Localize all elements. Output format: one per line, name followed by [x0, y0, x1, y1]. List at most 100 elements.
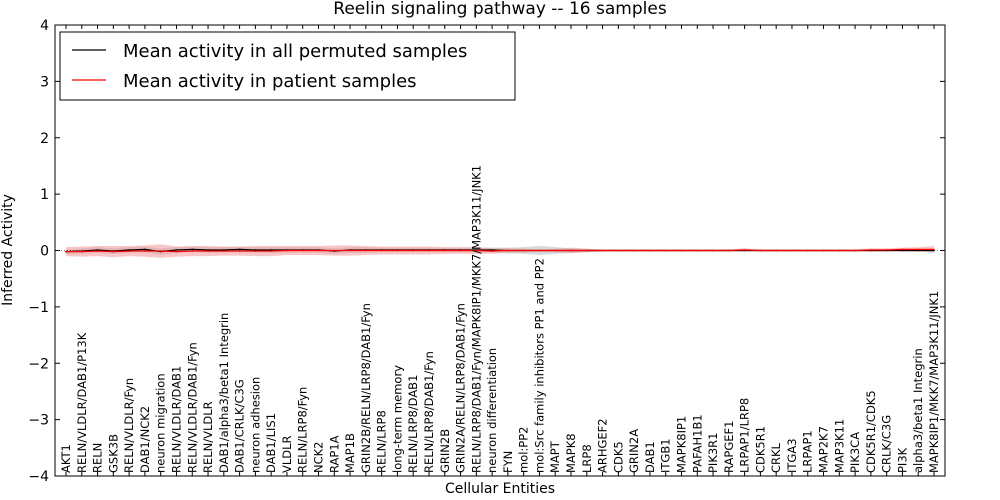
- point-mean-activity-in-patient-samples-grin2a: [633, 249, 635, 252]
- point-mean-activity-in-patient-samples-reln-lrp8-dab1: [412, 249, 415, 252]
- y-tick-label: 3: [40, 74, 49, 90]
- x-tick-label-rapgef1: RAPGEF1: [722, 421, 736, 473]
- point-mean-activity-in-patient-samples-itga3: [791, 249, 793, 252]
- point-mean-activity-in-patient-samples-dab1-alpha3-beta1-integrin: [223, 250, 225, 252]
- x-tick-label-cdk5: CDK5: [611, 441, 625, 473]
- x-tick-label-reln-vldlr-dab1-fyn: RELN/VLDLR/DAB1/Fyn: [185, 342, 199, 473]
- x-tick-label-dab1-lis1: DAB1/LIS1: [264, 413, 278, 473]
- x-tick-label-map2k7: MAP2K7: [817, 426, 831, 473]
- legend: Mean activity in all permuted samples Me…: [59, 31, 516, 101]
- x-tick-label-reln-lrp8-dab1-fyn-mapk8ip1-mkk7-map3k11-jnk1: RELN/LRP8/DAB1/Fyn/MAPK8IP1/MKK7/MAP3K11…: [469, 165, 483, 473]
- x-tick-label-reln-lrp8: RELN/LRP8: [375, 410, 389, 473]
- x-tick-label-alpha3-beta1-integrin: alpha3/beta1 Integrin: [911, 348, 925, 473]
- point-mean-activity-in-all-permuted-samples-pi3k: [901, 249, 904, 252]
- y-tick-label: 2: [40, 131, 49, 147]
- x-tick-label-reln-lrp8-dab1-fyn: RELN/LRP8/DAB1/Fyn: [422, 351, 436, 473]
- point-mean-activity-in-all-permuted-samples-dab1-alpha3-beta1-integrin: [223, 249, 225, 251]
- y-tick-label: 1: [40, 187, 49, 203]
- x-tick-label-mapk8ip1: MAPK8IP1: [674, 416, 688, 473]
- x-tick-label-map1b: MAP1B: [343, 433, 357, 473]
- point-mean-activity-in-patient-samples-alpha3-beta1-integrin: [917, 248, 920, 251]
- x-tick-label-grin2a: GRIN2A: [627, 429, 641, 473]
- point-mean-activity-in-patient-samples-grin2b-reln-lrp8-dab1-fyn: [365, 249, 367, 252]
- x-tick-label-pafah1b1: PAFAH1B1: [690, 414, 704, 473]
- point-mean-activity-in-patient-samples-reln: [96, 250, 99, 252]
- x-tick-label-neuron-migration: neuron migration: [154, 373, 168, 473]
- point-mean-activity-in-all-permuted-samples-alpha3-beta1-integrin: [917, 249, 920, 252]
- legend-box: [59, 31, 516, 101]
- series-lines: [55, 248, 945, 253]
- point-mean-activity-in-all-permuted-samples-dab1-crlk-c3g: [238, 248, 241, 251]
- x-tick-label-crkl: CRKL: [769, 442, 783, 473]
- point-mean-activity-in-patient-samples-reln-vldlr-fyn: [128, 250, 130, 252]
- point-mean-activity-in-patient-samples-nck2: [317, 249, 320, 252]
- point-mean-activity-in-patient-samples-lrpap1: [806, 249, 809, 252]
- x-tick-label-rap1a: RAP1A: [327, 435, 341, 473]
- x-tick-label-itgb1: ITGB1: [659, 438, 673, 473]
- point-mean-activity-in-patient-samples-vldlr: [286, 249, 288, 252]
- point-mean-activity-in-patient-samples-map2k7: [822, 249, 825, 252]
- y-tick-label: −4: [28, 469, 49, 485]
- point-mean-activity-in-all-permuted-samples-mapk8ip1-mkk7-map3k11-jnk1: [933, 249, 935, 252]
- point-mean-activity-in-patient-samples-neuron-differentiation: [491, 250, 493, 252]
- x-tick-label-mol-src-family-inhibitors-pp1-and-pp2: mol:Src family inhibitors PP1 and PP2: [532, 258, 546, 473]
- point-mean-activity-in-patient-samples-cdk5: [617, 249, 620, 252]
- x-tick-label-crlk-c3g: CRLK/C3G: [880, 415, 894, 473]
- x-tick-label-grin2b-reln-lrp8-dab1-fyn: GRIN2B/RELN/LRP8/DAB1/Fyn: [359, 303, 373, 473]
- point-mean-activity-in-all-permuted-samples-reln-vldlr-fyn: [128, 249, 130, 251]
- y-axis: 4 3 2 1 0 −1 −2 −3 −4: [28, 18, 945, 485]
- point-mean-activity-in-patient-samples-dab1-nck2: [144, 250, 146, 252]
- x-tick-label-gsk3b: GSK3B: [106, 434, 120, 473]
- point-mean-activity-in-patient-samples-mol-src-family-inhibitors-pp1-and-pp2: [538, 249, 541, 252]
- point-mean-activity-in-patient-samples-reln-vldlr-dab1: [175, 250, 178, 253]
- point-mean-activity-in-patient-samples-reln-vldlr-dab1-p13k: [80, 250, 83, 253]
- x-tick-label-itga3: ITGA3: [785, 438, 799, 473]
- x-tick-label-lrpap1-lrp8: LRPAP1/LRP8: [738, 398, 752, 473]
- point-mean-activity-in-all-permuted-samples-dab1-lis1: [270, 249, 272, 251]
- x-tick-label-akt1: AKT1: [59, 444, 73, 473]
- point-mean-activity-in-patient-samples-akt1: [65, 250, 67, 253]
- point-mean-activity-in-all-permuted-samples-neuron-adhesion: [254, 249, 257, 251]
- point-mean-activity-in-all-permuted-samples-reln: [96, 249, 99, 251]
- point-mean-activity-in-patient-samples-rapgef1: [728, 249, 730, 252]
- point-mean-activity-in-patient-samples-reln-lrp8-dab1-fyn-mapk8ip1-mkk7-map3k11-jnk1: [475, 249, 478, 252]
- x-tick-label-dab1-nck2: DAB1/NCK2: [138, 406, 152, 473]
- point-mean-activity-in-patient-samples-neuron-migration: [159, 250, 162, 252]
- y-axis-label: Inferred Activity: [0, 194, 16, 306]
- y-tick-label: −1: [28, 300, 49, 316]
- x-tick-label-reln-lrp8-dab1: RELN/LRP8/DAB1: [406, 375, 420, 473]
- x-axis-label: Cellular Entities: [445, 481, 555, 497]
- point-mean-activity-in-patient-samples-neuron-adhesion: [254, 250, 257, 252]
- point-mean-activity-in-patient-samples-mapk8: [570, 249, 572, 252]
- x-tick-label-mapk8ip1-mkk7-map3k11-jnk1: MAPK8IP1/MKK7/MAP3K11/JNK1: [927, 291, 941, 473]
- point-mean-activity-in-all-permuted-samples-reln-vldlr-dab1-fyn: [191, 248, 194, 251]
- x-tick-label-lrp8: LRP8: [580, 444, 594, 473]
- x-tick-label-mapk8: MAPK8: [564, 433, 578, 473]
- point-mean-activity-in-patient-samples-grin2a-reln-lrp8-dab1-fyn: [459, 249, 462, 252]
- point-mean-activity-in-patient-samples-reln-vldlr-dab1-fyn: [191, 250, 194, 252]
- point-mean-activity-in-patient-samples-crlk-c3g: [885, 249, 888, 251]
- x-tick-label-neuron-differentiation: neuron differentiation: [485, 348, 499, 473]
- point-mean-activity-in-all-permuted-samples-dab1-nck2: [144, 248, 146, 251]
- point-mean-activity-in-patient-samples-mapk8ip1: [680, 249, 683, 252]
- x-tick-label-mapt: MAPT: [548, 440, 562, 473]
- x-tick-label-lrpap1: LRPAP1: [801, 430, 815, 473]
- point-mean-activity-in-patient-samples-lrp8: [586, 249, 588, 252]
- x-tick-label-fyn: FYN: [501, 451, 515, 473]
- legend-label-permuted: Mean activity in all permuted samples: [123, 41, 467, 62]
- point-mean-activity-in-patient-samples-reln-vldlr: [207, 250, 209, 252]
- x-axis: AKT1 RELN/VLDLR/DAB1/P13K RELN GSK3B RELN/VL…: [59, 25, 941, 476]
- point-mean-activity-in-patient-samples-pik3ca: [854, 249, 856, 252]
- x-tick-label-cdk5r1-cdk5: CDK5R1/CDK5: [864, 390, 878, 473]
- x-tick-label-reln-vldlr-dab1: RELN/VLDLR/DAB1: [169, 366, 183, 473]
- x-tick-label-map3k11: MAP3K11: [832, 419, 846, 473]
- x-tick-label-pik3ca: PIK3CA: [848, 432, 862, 473]
- point-mean-activity-in-patient-samples-pi3k: [901, 248, 904, 251]
- x-tick-label-grin2b: GRIN2B: [438, 429, 452, 473]
- point-mean-activity-in-patient-samples-grin2b: [443, 249, 446, 252]
- x-tick-label-dab1: DAB1: [643, 441, 657, 473]
- point-mean-activity-in-patient-samples-long-term-memory: [396, 249, 399, 252]
- x-tick-label-vldlr: VLDLR: [280, 435, 294, 473]
- x-tick-label-reln-lrp8-fyn: RELN/LRP8/Fyn: [296, 387, 310, 473]
